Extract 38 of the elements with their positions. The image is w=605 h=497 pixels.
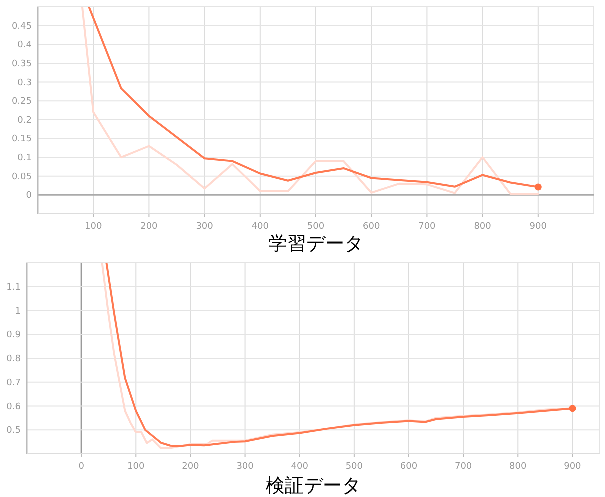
x-tick-label: 800	[510, 462, 527, 472]
x-tick-label: 500	[346, 462, 364, 472]
x-tick-label: 900	[530, 222, 548, 232]
y-tick-label: 1	[15, 306, 21, 317]
x-tick-label: 100	[85, 222, 102, 232]
y-tick-label: 0.5	[6, 426, 21, 436]
x-tick-label: 0	[78, 462, 85, 472]
x-tick-label: 600	[363, 222, 380, 232]
x-tick-label: 500	[307, 222, 325, 232]
y-tick-label: 0.2	[18, 116, 32, 126]
y-tick-label: 0.15	[12, 134, 32, 145]
x-tick-label: 200	[140, 222, 158, 232]
y-tick-label: 0.1	[18, 154, 32, 164]
x-tick-label: 200	[182, 462, 200, 472]
x-tick-label: 300	[196, 222, 214, 232]
x-axis-title: 検証データ	[266, 476, 361, 497]
y-tick-label: 0.05	[12, 172, 32, 182]
y-tick-label: 0.7	[6, 378, 21, 388]
x-tick-label: 800	[474, 222, 492, 232]
x-tick-label: 600	[400, 462, 418, 472]
x-tick-label: 400	[291, 462, 309, 472]
y-tick-label: 0.35	[12, 59, 32, 70]
x-axis-title: 学習データ	[268, 234, 364, 255]
y-tick-label: 0.9	[6, 330, 22, 341]
x-tick-label: 400	[252, 222, 270, 232]
x-tick-label: 100	[128, 462, 145, 472]
y-tick-label: 0.25	[12, 97, 32, 108]
y-tick-label: 1.1	[6, 282, 21, 293]
x-tick-label: 700	[418, 222, 436, 232]
y-tick-label: 0.4	[18, 40, 32, 51]
x-tick-label: 300	[236, 462, 254, 472]
y-tick-label: 0.6	[6, 402, 22, 412]
y-tick-label: 0.45	[12, 22, 32, 32]
y-tick-label: 0.3	[18, 78, 32, 88]
x-tick-label: 900	[564, 462, 582, 472]
y-tick-label: 0.8	[6, 354, 22, 364]
x-tick-label: 700	[454, 462, 472, 472]
y-tick-label: 0	[26, 191, 32, 202]
